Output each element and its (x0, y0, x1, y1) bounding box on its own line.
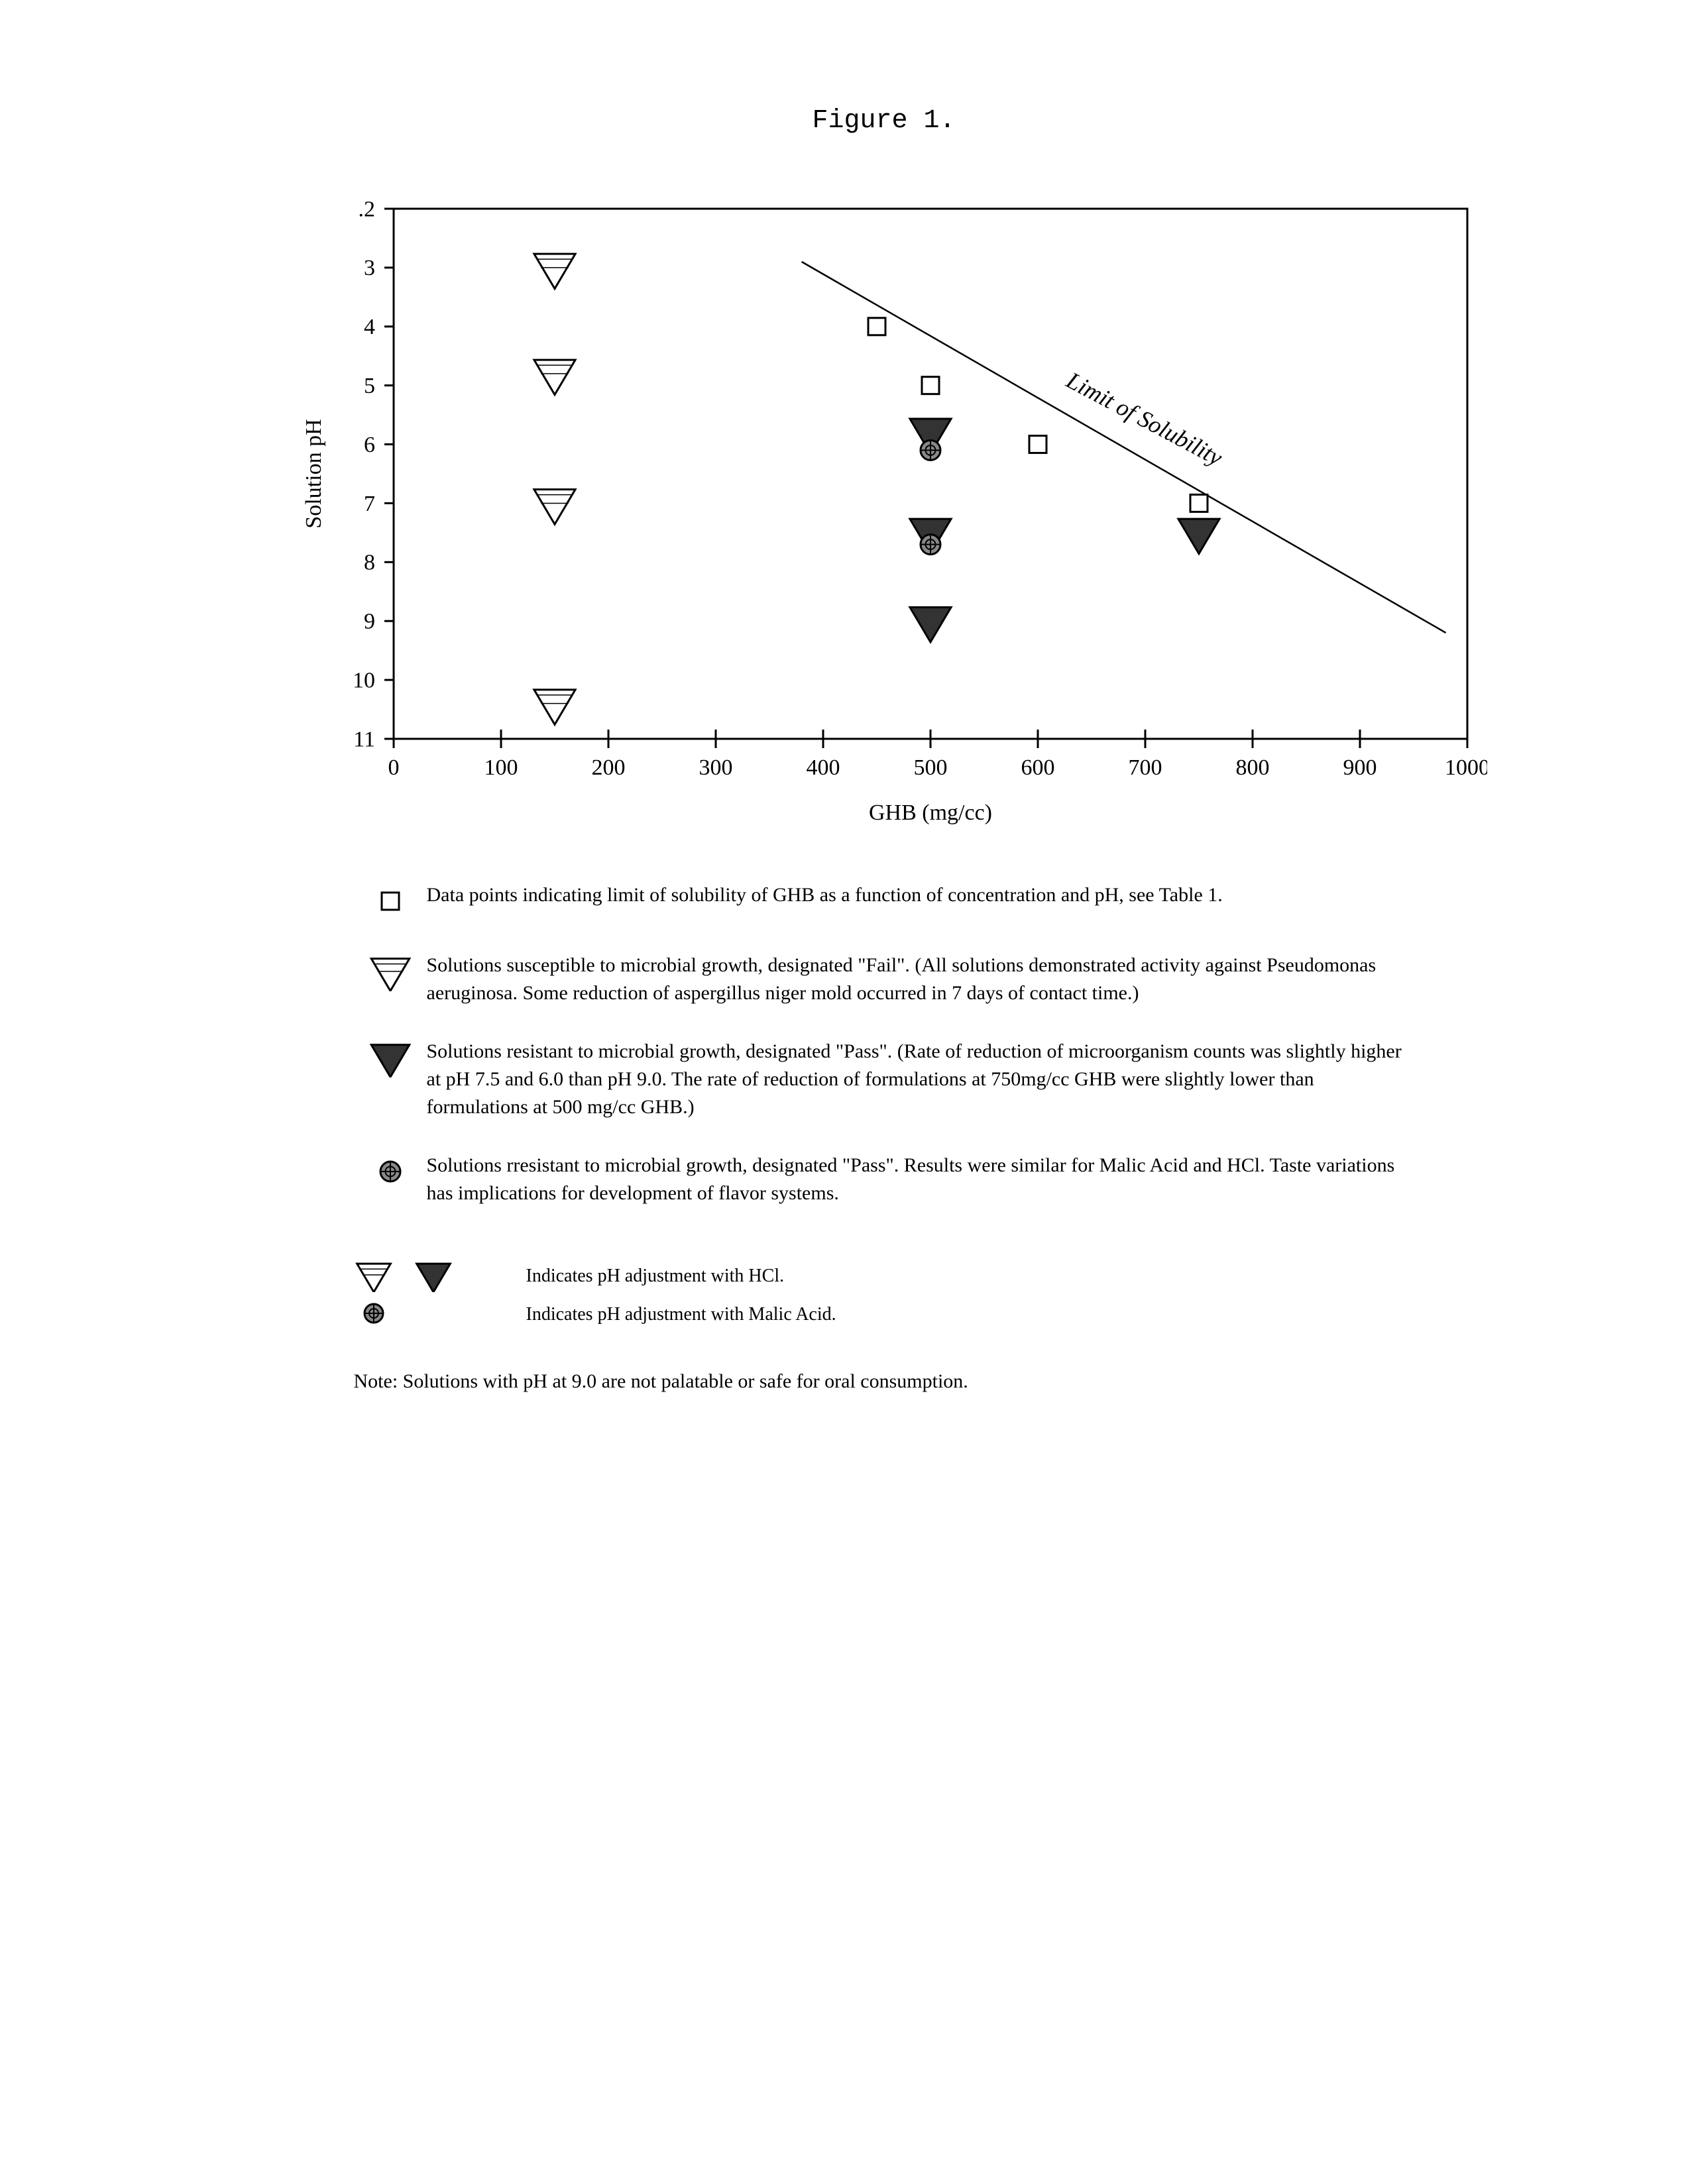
svg-text:6: 6 (364, 433, 375, 457)
legend-icon (354, 1152, 427, 1191)
legend2-row: Indicates pH adjustment with Malic Acid. (354, 1299, 1414, 1331)
svg-text:400: 400 (806, 755, 840, 780)
svg-text:300: 300 (699, 755, 732, 780)
chart: .2 3 4 5 6 7 8 9 10 11 0 100 200 300 400 500 600 700 800 90… (281, 189, 1487, 842)
svg-text:7: 7 (364, 492, 375, 516)
legend-row: Solutions rresistant to microbial growth… (354, 1152, 1414, 1207)
svg-text:4: 4 (364, 315, 375, 339)
legend2-icons (354, 1299, 526, 1331)
svg-text:9: 9 (364, 610, 375, 634)
svg-text:5: 5 (364, 374, 375, 398)
svg-text:600: 600 (1021, 755, 1054, 780)
svg-text:0: 0 (388, 755, 399, 780)
svg-text:11: 11 (353, 727, 375, 751)
legend2-icons (354, 1260, 526, 1292)
legend-text: Solutions susceptible to microbial growt… (427, 952, 1414, 1007)
svg-text:900: 900 (1343, 755, 1377, 780)
legend-icon (354, 881, 427, 921)
svg-text:700: 700 (1128, 755, 1162, 780)
page: Figure 1. .2 3 4 5 6 7 8 9 10 11 0 100 200 300 400 500 6… (0, 0, 1688, 2184)
legend-secondary: Indicates pH adjustment with HCl. Indicat… (354, 1260, 1414, 1331)
legend-text: Solutions rresistant to microbial growth… (427, 1152, 1414, 1207)
svg-text:500: 500 (913, 755, 947, 780)
svg-text:3: 3 (364, 256, 375, 280)
legend-text: Solutions resistant to microbial growth,… (427, 1038, 1414, 1121)
legend: Data points indicating limit of solubili… (354, 881, 1414, 1207)
svg-text:8: 8 (364, 551, 375, 575)
svg-text:1000: 1000 (1445, 755, 1487, 780)
legend-icon (354, 952, 427, 991)
svg-text:Solution pH: Solution pH (302, 419, 326, 528)
legend-row: Solutions resistant to microbial growth,… (354, 1038, 1414, 1121)
svg-text:10: 10 (353, 668, 375, 692)
svg-text:800: 800 (1235, 755, 1269, 780)
legend-row: Solutions susceptible to microbial growt… (354, 952, 1414, 1007)
svg-text:GHB (mg/cc): GHB (mg/cc) (868, 800, 991, 825)
figure-title: Figure 1. (252, 106, 1516, 136)
svg-text:Limit of Solubility: Limit of Solubility (1061, 366, 1226, 471)
legend2-text: Indicates pH adjustment with HCl. (526, 1266, 785, 1287)
legend-row: Data points indicating limit of solubili… (354, 881, 1414, 921)
legend2-row: Indicates pH adjustment with HCl. (354, 1260, 1414, 1292)
footnote: Note: Solutions with pH at 9.0 are not p… (354, 1370, 1414, 1393)
svg-text:200: 200 (591, 755, 625, 780)
svg-text:100: 100 (484, 755, 518, 780)
chart-svg: .2 3 4 5 6 7 8 9 10 11 0 100 200 300 400 500 600 700 800 90… (281, 189, 1487, 838)
legend-icon (354, 1038, 427, 1077)
legend2-text: Indicates pH adjustment with Malic Acid. (526, 1304, 836, 1325)
legend-text: Data points indicating limit of solubili… (427, 881, 1414, 909)
svg-text:.2: .2 (358, 197, 375, 221)
